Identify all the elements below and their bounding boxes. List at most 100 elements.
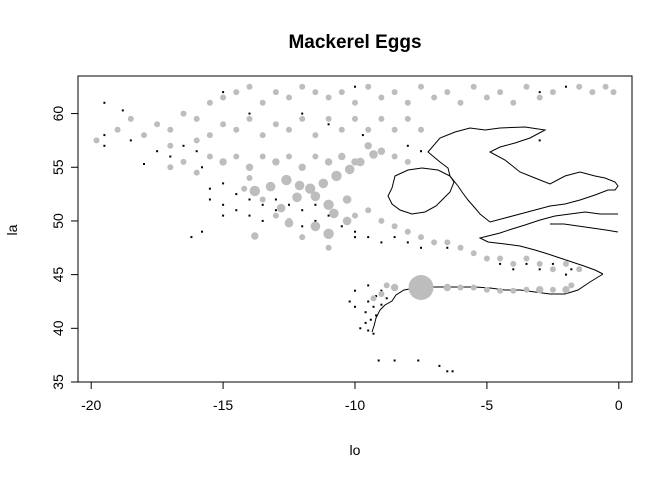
zero-point (446, 246, 449, 249)
zero-point (143, 163, 145, 165)
egg-point (324, 158, 333, 166)
egg-point (497, 255, 504, 262)
y-tick-label: 50 (50, 213, 66, 229)
zero-point (314, 203, 317, 206)
egg-point (444, 89, 451, 96)
egg-point (325, 94, 332, 101)
egg-point (549, 266, 556, 273)
zero-point (420, 150, 422, 153)
egg-point (265, 181, 276, 192)
egg-point (377, 147, 386, 155)
egg-point (536, 286, 544, 294)
egg-point (246, 83, 253, 90)
zero-point (375, 314, 378, 317)
egg-point (369, 150, 378, 159)
egg-point (286, 153, 292, 160)
zero-point (525, 262, 528, 265)
egg-point (259, 196, 266, 203)
zero-point (393, 236, 396, 239)
egg-point (523, 255, 530, 262)
egg-point (391, 126, 398, 133)
egg-point (325, 244, 332, 251)
y-tick-label: 60 (50, 106, 66, 122)
zero-point (393, 359, 396, 362)
egg-point (576, 83, 583, 90)
egg-point (568, 282, 575, 289)
zero-point (129, 139, 132, 142)
zero-point (417, 359, 420, 362)
egg-point (127, 115, 134, 122)
zero-point (375, 295, 378, 298)
zero-point (261, 203, 264, 206)
egg-point (323, 199, 334, 210)
egg-point (378, 217, 385, 224)
egg-point (404, 158, 411, 165)
zero-point (248, 112, 251, 115)
zero-point (372, 332, 375, 335)
egg-point (352, 115, 358, 122)
zero-point (121, 109, 124, 112)
zero-point (190, 236, 193, 239)
coast-britain (427, 126, 619, 223)
egg-point (497, 287, 504, 294)
egg-point (292, 192, 302, 203)
egg-point (443, 283, 451, 292)
egg-point (562, 286, 570, 294)
egg-point (338, 152, 346, 161)
egg-point (563, 260, 569, 267)
y-tick-label: 40 (50, 320, 66, 336)
coast-ireland (387, 167, 455, 215)
egg-point (167, 164, 174, 171)
egg-point (483, 255, 490, 262)
zero-point (354, 236, 356, 239)
coast-continent-north (478, 211, 618, 275)
zero-point (364, 321, 367, 324)
zero-point (565, 85, 567, 88)
egg-point (602, 83, 609, 90)
x-axis: -20 -15 -10 -5 0 (81, 381, 623, 413)
egg-point (378, 291, 385, 297)
egg-point (510, 287, 517, 294)
egg-point (281, 174, 292, 186)
egg-point (352, 99, 358, 106)
egg-point (310, 191, 321, 202)
zero-point (380, 241, 383, 244)
x-tick-label: -20 (81, 397, 101, 413)
zero-point (551, 262, 554, 265)
egg-point (457, 284, 464, 291)
egg-point (167, 142, 174, 149)
egg-point (444, 239, 451, 246)
egg-point (206, 153, 213, 160)
egg-point (272, 89, 279, 96)
zero-point (420, 246, 422, 249)
zero-point (369, 318, 372, 321)
y-tick-label: 35 (50, 374, 66, 390)
egg-point (154, 121, 161, 128)
egg-point (251, 232, 259, 240)
egg-point (342, 216, 352, 226)
egg-point (246, 175, 253, 181)
egg-point (404, 99, 411, 106)
egg-point (193, 137, 200, 144)
egg-point (352, 212, 358, 219)
egg-point (470, 250, 477, 257)
egg-point (219, 158, 227, 166)
egg-point (310, 221, 321, 232)
egg-point (390, 283, 399, 292)
egg-point (457, 99, 464, 106)
zero-point (377, 359, 380, 362)
egg-point (510, 99, 517, 106)
x-tick-label: 0 (615, 397, 623, 413)
egg-point (312, 89, 319, 96)
egg-point (318, 178, 329, 189)
egg-point (383, 282, 390, 289)
egg-point (404, 228, 411, 235)
egg-point (418, 234, 424, 241)
zero-point (201, 230, 203, 233)
egg-point (298, 163, 306, 171)
zero-point (367, 300, 370, 303)
egg-point (523, 286, 530, 293)
zero-point (274, 198, 277, 201)
egg-point (610, 89, 617, 96)
egg-point (431, 94, 438, 101)
